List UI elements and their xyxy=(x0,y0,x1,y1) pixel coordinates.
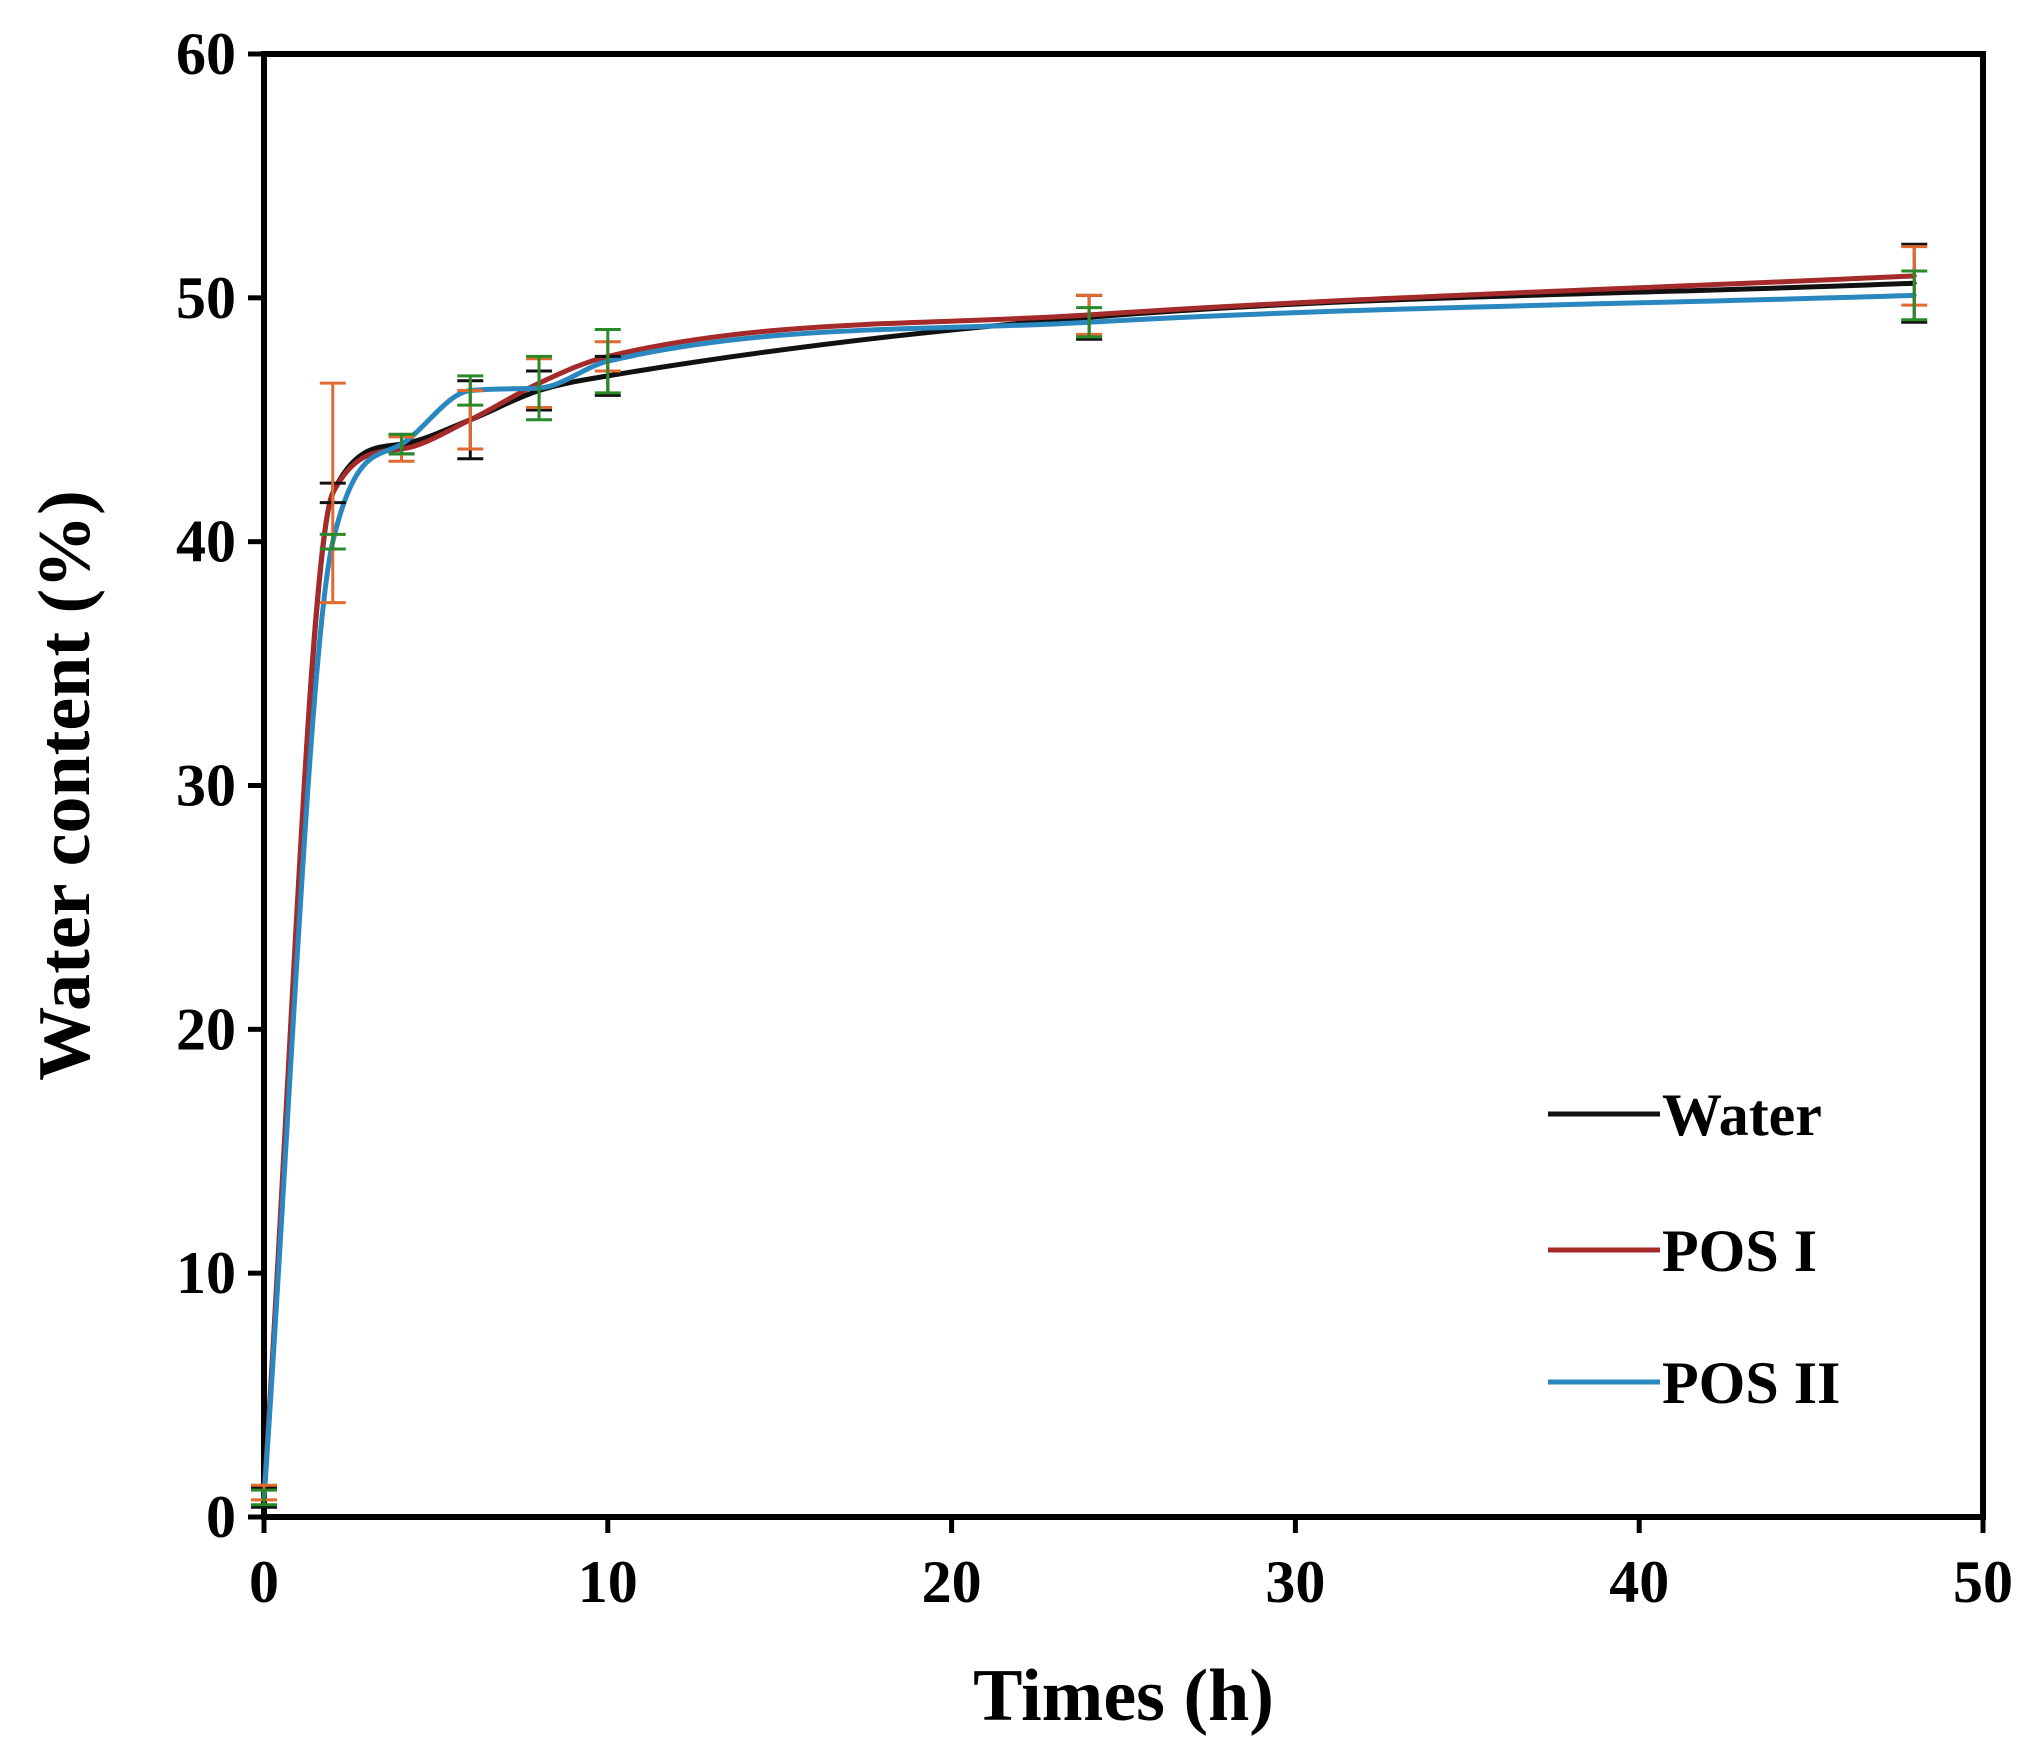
y-tick-label: 0 xyxy=(206,1484,236,1550)
legend-label: POS I xyxy=(1662,1218,1817,1284)
y-tick-label: 60 xyxy=(176,21,236,87)
x-tick-label: 10 xyxy=(578,1549,638,1615)
error-bar-pos-i xyxy=(319,381,346,605)
error-bar-pos-ii xyxy=(388,432,415,456)
series-line-water xyxy=(261,280,1917,1500)
y-axis: 0 10 20 30 40 50 60 xyxy=(176,21,264,1550)
series-lines xyxy=(261,273,1917,1500)
error-bar-pos-ii xyxy=(457,374,484,407)
error-bar-pos-ii xyxy=(1076,306,1103,339)
legend-item-water: Water xyxy=(1548,1082,1822,1148)
legend-label: POS II xyxy=(1662,1350,1840,1416)
error-bars xyxy=(251,242,1928,1509)
y-tick-label: 10 xyxy=(176,1240,236,1306)
x-tick-label: 0 xyxy=(249,1549,279,1615)
series-line-pos-ii xyxy=(261,292,1917,1500)
error-bar-pos-ii xyxy=(319,532,346,551)
plot-area xyxy=(261,51,1986,1520)
legend-item-pos-i: POS I xyxy=(1548,1218,1817,1284)
legend-item-pos-ii: POS II xyxy=(1548,1350,1840,1416)
y-tick-label: 40 xyxy=(176,509,236,575)
legend-label: Water xyxy=(1662,1082,1822,1148)
y-tick-label: 20 xyxy=(176,996,236,1062)
error-bar-pos-ii xyxy=(526,354,553,422)
y-axis-title: Water content (%) xyxy=(24,490,106,1080)
legend: Water POS I POS II xyxy=(1548,1082,1840,1416)
x-axis-title: Times (h) xyxy=(973,1655,1274,1737)
error-bar-pos-ii xyxy=(251,1488,277,1507)
plot-frame xyxy=(261,51,1986,1520)
x-tick-label: 40 xyxy=(1609,1549,1669,1615)
x-tick-label: 20 xyxy=(922,1549,982,1615)
error-bar-pos-ii xyxy=(1901,269,1928,322)
error-bar-pos-ii xyxy=(594,328,621,395)
y-tick-label: 50 xyxy=(176,265,236,331)
series-line-pos-i xyxy=(261,273,1917,1496)
x-tick-label: 30 xyxy=(1265,1549,1325,1615)
y-tick-label: 30 xyxy=(176,753,236,819)
x-tick-label: 50 xyxy=(1953,1549,2013,1615)
x-axis: 0 10 20 30 40 50 xyxy=(249,1517,2013,1615)
